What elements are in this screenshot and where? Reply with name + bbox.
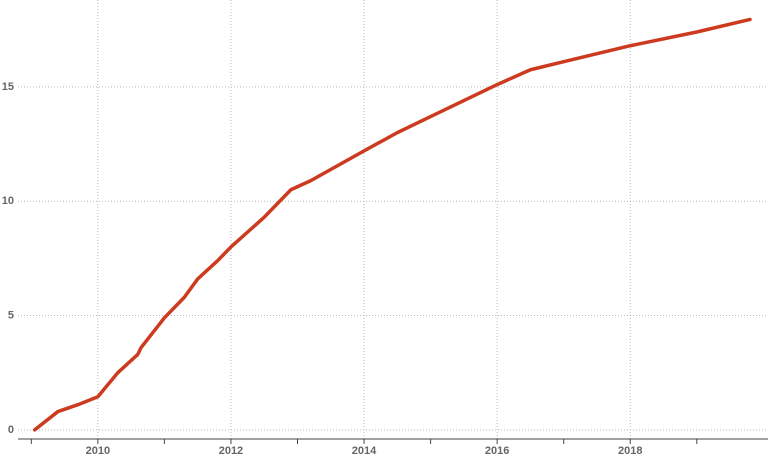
y-tick-label: 15 — [2, 81, 14, 93]
y-tick-label: 10 — [2, 195, 14, 207]
line — [32, 17, 752, 432]
x-tick-label: 2016 — [485, 445, 509, 457]
x-tick-label: 2018 — [618, 445, 642, 457]
y-tick-label: 5 — [8, 309, 14, 321]
x-tick-label: 2014 — [352, 445, 377, 457]
x-tick-label: 2012 — [219, 445, 243, 457]
y-tick-label: 0 — [8, 424, 14, 436]
x-tick-label: 2010 — [86, 445, 110, 457]
